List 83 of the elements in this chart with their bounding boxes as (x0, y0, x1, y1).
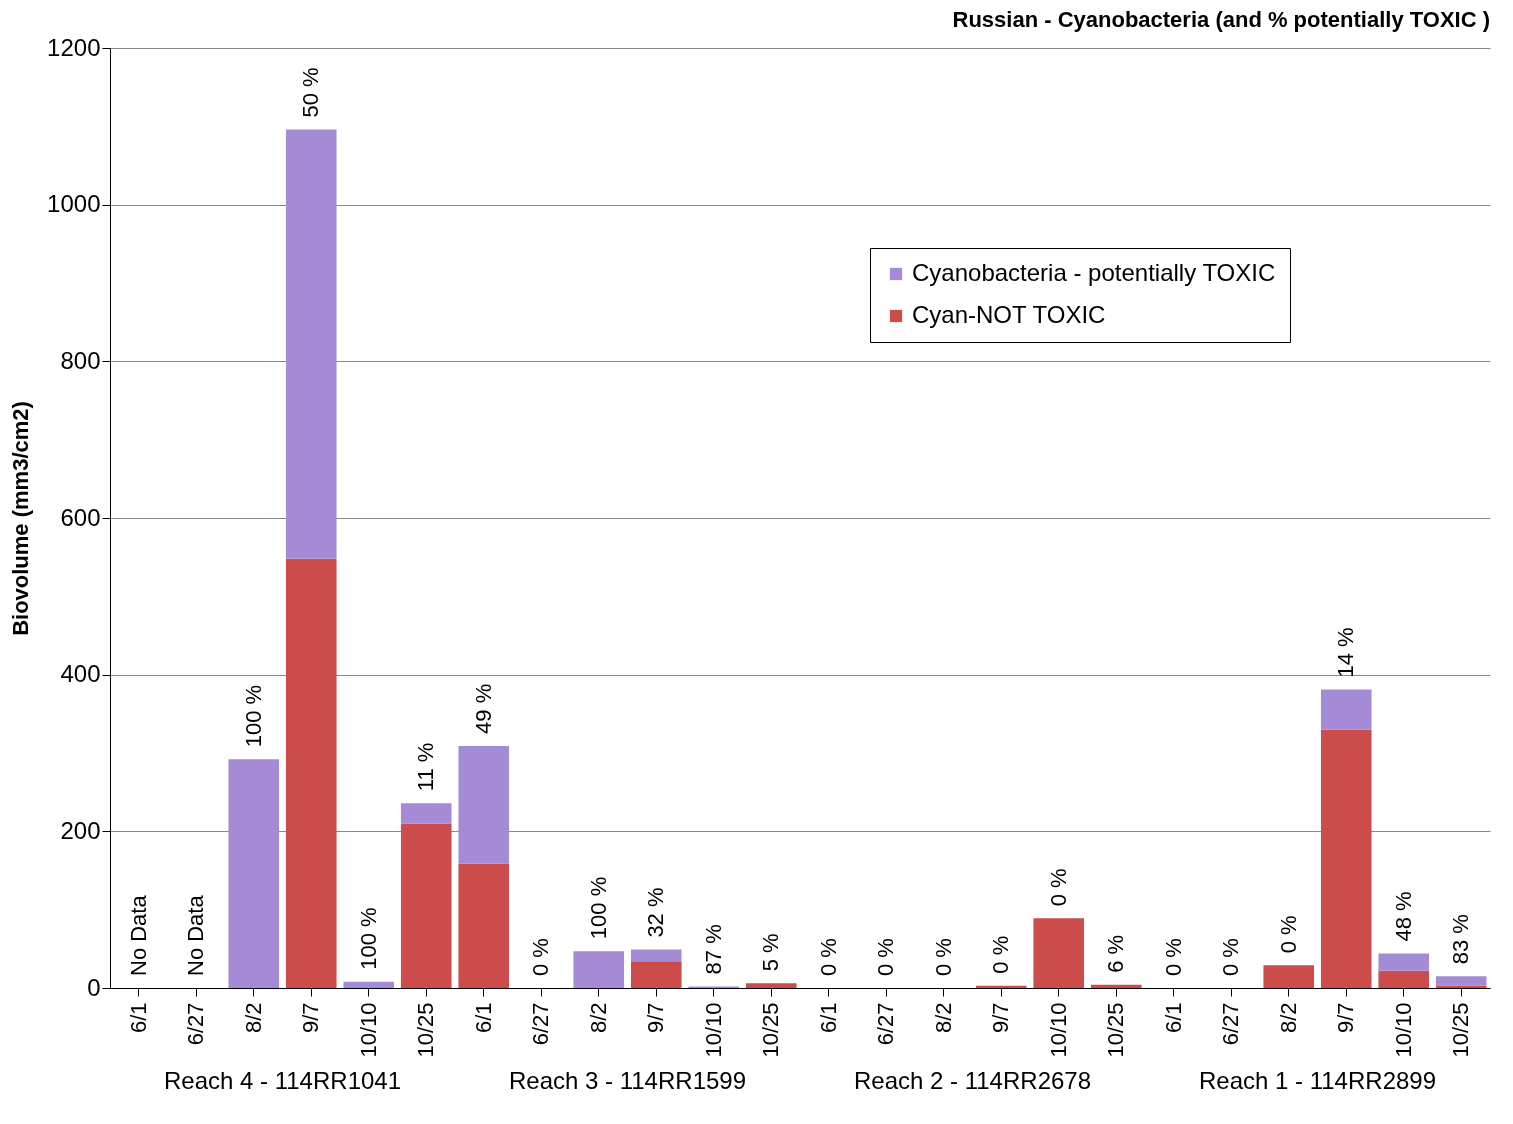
y-tick-label: 800 (60, 346, 101, 374)
text: Reach 2 - 114RR2678 (853, 1067, 1092, 1094)
legend-label: Cyan-NOT TOXIC (912, 301, 1106, 328)
y-tick-label: 0 (87, 973, 101, 1001)
annotation: 0 % (1045, 868, 1071, 907)
annotation: 87 % (700, 924, 726, 975)
y-tick-label: 200 (60, 816, 101, 844)
x-tick-label: 10/25 (758, 1002, 784, 1058)
annotation: 32 % (643, 887, 669, 938)
bar (1263, 965, 1315, 988)
annotation: 0 % (1218, 938, 1244, 976)
annotation: 49 % (470, 683, 496, 734)
x-tick-label: 10/25 (1103, 1002, 1129, 1058)
bar (630, 961, 682, 988)
text: Reach 4 - 114RR1041 (163, 1067, 402, 1094)
annotation: 83 % (1448, 914, 1474, 965)
x-tick-label: 6/1 (125, 1002, 151, 1034)
y-tick-label: 600 (60, 503, 101, 531)
annotation: 11 % (413, 742, 439, 792)
annotation: 14 % (1333, 627, 1359, 678)
y-tick-label: 1200 (47, 33, 101, 61)
x-tick-label: 8/2 (585, 1002, 611, 1034)
x-tick-label: 8/2 (930, 1002, 956, 1034)
annotation: 48 % (1390, 891, 1416, 942)
annotation: 0 % (815, 938, 841, 976)
x-tick-label: 6/1 (1160, 1002, 1186, 1034)
x-tick-label: 6/1 (470, 1002, 496, 1034)
x-tick-label: 6/27 (528, 1002, 554, 1046)
x-tick-label: 6/27 (1218, 1002, 1244, 1046)
legend-label: Cyanobacteria - potentially TOXIC (912, 259, 1276, 286)
bar (573, 951, 625, 988)
bar (285, 558, 337, 988)
bar (1435, 976, 1487, 986)
x-tick-label: 10/25 (413, 1002, 439, 1058)
bar (1320, 729, 1372, 988)
x-tick-label: 8/2 (1275, 1002, 1301, 1034)
y-tick-label: 400 (60, 660, 101, 688)
bar (1320, 689, 1372, 730)
bar (1378, 953, 1430, 971)
annotation: 0 % (930, 938, 956, 976)
text: Reach 3 - 114RR1599 (508, 1067, 747, 1094)
x-tick-label: 9/7 (1333, 1002, 1359, 1034)
y-axis-title: Biovolume (mm3/cm2) (8, 401, 34, 636)
annotation: No Data (125, 894, 151, 976)
x-tick-label: 10/25 (1448, 1002, 1474, 1058)
x-tick-label: 6/27 (873, 1002, 899, 1046)
x-tick-label: 6/27 (183, 1002, 209, 1046)
bar (630, 949, 682, 962)
x-tick-label: 9/7 (298, 1002, 324, 1034)
annotation: No Data (183, 894, 209, 976)
bar (458, 863, 510, 988)
y-tick-label: 1000 (47, 190, 101, 218)
x-tick-label: 8/2 (240, 1002, 266, 1034)
annotation: 0 % (988, 935, 1014, 974)
annotation: 5 % (758, 933, 784, 972)
x-tick-label: 9/7 (988, 1002, 1014, 1034)
bar (1378, 970, 1430, 988)
bar (285, 129, 337, 559)
x-tick-label: 10/10 (1045, 1002, 1071, 1058)
chart-title: Russian - Cyanobacteria (and % potentially TOXIC ) (952, 7, 1490, 32)
annotation: 0 % (873, 938, 899, 976)
text: Reach 1 - 114RR2899 (1198, 1067, 1437, 1094)
annotation: 6 % (1103, 934, 1129, 973)
annotation: 100 % (240, 684, 266, 748)
x-tick-label: 9/7 (643, 1002, 669, 1034)
bar (458, 745, 510, 864)
x-tick-label: 10/10 (700, 1002, 726, 1058)
bar (343, 981, 395, 988)
bar (1033, 918, 1085, 988)
annotation: 50 % (298, 67, 324, 118)
annotation: 100 % (585, 876, 611, 940)
bar (745, 983, 797, 988)
annotation: 100 % (355, 907, 381, 970)
x-tick-label: 10/10 (355, 1002, 381, 1058)
bar (400, 803, 452, 824)
annotation: 0 % (1275, 915, 1301, 954)
annotation: 0 % (1160, 938, 1186, 976)
x-tick-label: 10/10 (1390, 1002, 1416, 1058)
annotation: 0 % (528, 938, 554, 976)
bar (1090, 984, 1142, 988)
x-tick-label: 6/1 (815, 1002, 841, 1034)
bar (400, 823, 452, 988)
bar (228, 759, 280, 988)
